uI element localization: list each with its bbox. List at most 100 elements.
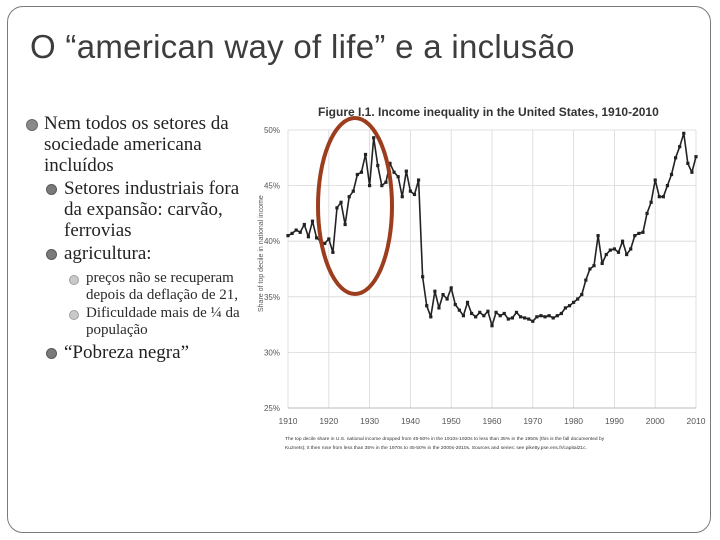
- x-tick-label: 1970: [523, 416, 542, 426]
- x-tick-label: 1980: [564, 416, 583, 426]
- bullet-item: Nem todos os setores da sociedade americ…: [20, 113, 260, 176]
- y-tick-label: 30%: [264, 348, 280, 357]
- data-point: [604, 252, 608, 257]
- data-point: [669, 172, 674, 177]
- bullet-icon: [46, 184, 57, 195]
- slide-frame: [7, 6, 711, 533]
- data-point: [421, 275, 425, 279]
- data-point: [331, 250, 335, 254]
- data-point: [429, 315, 433, 319]
- data-point: [543, 315, 547, 319]
- data-point: [665, 184, 670, 188]
- data-point: [523, 316, 527, 320]
- data-point: [580, 292, 584, 297]
- data-point: [694, 155, 698, 159]
- data-point: [376, 163, 380, 168]
- data-point: [351, 189, 355, 193]
- data-point: [355, 172, 359, 177]
- data-point: [596, 234, 600, 238]
- data-point: [372, 136, 376, 140]
- highlight-ellipse: [316, 116, 394, 296]
- data-point: [445, 297, 449, 301]
- data-point: [490, 324, 494, 328]
- data-point: [449, 286, 453, 290]
- gridlines: [287, 129, 697, 409]
- data-point: [527, 317, 531, 321]
- data-point: [323, 241, 327, 246]
- data-point: [625, 252, 629, 257]
- y-tick-label: 40%: [264, 237, 280, 246]
- data-point: [514, 310, 519, 314]
- data-point: [498, 314, 502, 318]
- data-point: [661, 195, 665, 199]
- data-point: [612, 247, 616, 251]
- data-point: [298, 230, 302, 234]
- data-point: [400, 195, 404, 199]
- chart-caption-line-1: The top decile share in U.S. national in…: [285, 436, 605, 442]
- data-point: [506, 317, 510, 321]
- x-tick-label: 1930: [360, 416, 379, 426]
- bullet-text: Nem todos os setores da sociedade americ…: [44, 113, 229, 176]
- data-point: [388, 161, 392, 165]
- data-point: [518, 315, 523, 319]
- data-point: [335, 206, 339, 210]
- y-tick-labels: 25% 30% 35% 40% 45% 50%: [264, 126, 280, 413]
- data-point: [649, 200, 653, 204]
- data-point: [290, 231, 294, 236]
- data-point: [310, 219, 315, 223]
- data-point: [396, 175, 400, 179]
- data-point: [555, 314, 559, 318]
- data-point: [474, 315, 478, 319]
- data-point: [453, 302, 457, 307]
- y-tick-label: 50%: [264, 126, 280, 135]
- data-point: [470, 311, 474, 316]
- data-point: [465, 300, 470, 304]
- data-point: [592, 264, 596, 268]
- data-point: [482, 314, 486, 318]
- chart-title: Figure I.1. Income inequality in the Uni…: [318, 105, 659, 119]
- x-tick-label: 2010: [687, 416, 706, 426]
- bullet-icon: [69, 310, 79, 320]
- data-point: [437, 306, 441, 310]
- data-point: [339, 200, 343, 204]
- sub-bullet-item: agricultura:: [20, 243, 260, 264]
- data-point: [645, 211, 649, 215]
- data-point: [633, 234, 637, 238]
- x-tick-labels: 1910 1920 1930 1940 1950 1960 1970 1980 1990 2000…: [279, 416, 706, 426]
- data-point: [408, 189, 412, 193]
- data-point: [359, 170, 364, 174]
- income-inequality-chart: Figure I.1. Income inequality in the Uni…: [258, 105, 706, 451]
- data-point: [510, 316, 514, 320]
- data-point: [486, 309, 490, 313]
- data-point: [686, 161, 690, 165]
- data-point: [616, 250, 621, 254]
- data-point: [368, 184, 372, 188]
- data-point: [461, 314, 466, 318]
- data-point: [547, 314, 551, 318]
- data-point: [641, 230, 645, 234]
- data-point: [584, 278, 588, 282]
- data-point: [302, 222, 306, 227]
- data-point: [531, 319, 535, 323]
- bullet-icon: [69, 275, 79, 285]
- data-point: [433, 289, 437, 293]
- x-tick-label: 1960: [483, 416, 502, 426]
- sub-bullet-item: “Pobreza negra”: [20, 342, 260, 363]
- y-tick-label: 35%: [264, 293, 280, 302]
- y-tick-label: 25%: [264, 404, 280, 413]
- x-tick-label: 1990: [605, 416, 624, 426]
- data-point: [392, 170, 396, 174]
- bullet-list: Nem todos os setores da sociedade americ…: [20, 113, 260, 363]
- slide-title: O “american way of life” e a inclusão: [30, 28, 575, 65]
- data-point: [559, 311, 563, 316]
- data-point: [539, 314, 543, 318]
- data-point: [380, 184, 384, 188]
- bullet-text: “Pobreza negra”: [64, 342, 190, 363]
- sub-sub-bullet-item: preços não se recuperam depois da deflaç…: [20, 270, 260, 303]
- data-point: [327, 237, 331, 241]
- bullet-text: Setores industriais fora da expansão: ca…: [64, 178, 240, 241]
- data-point: [412, 192, 417, 197]
- sub-bullet-item: Setores industriais fora da expansão: ca…: [20, 178, 260, 241]
- data-point: [653, 178, 657, 182]
